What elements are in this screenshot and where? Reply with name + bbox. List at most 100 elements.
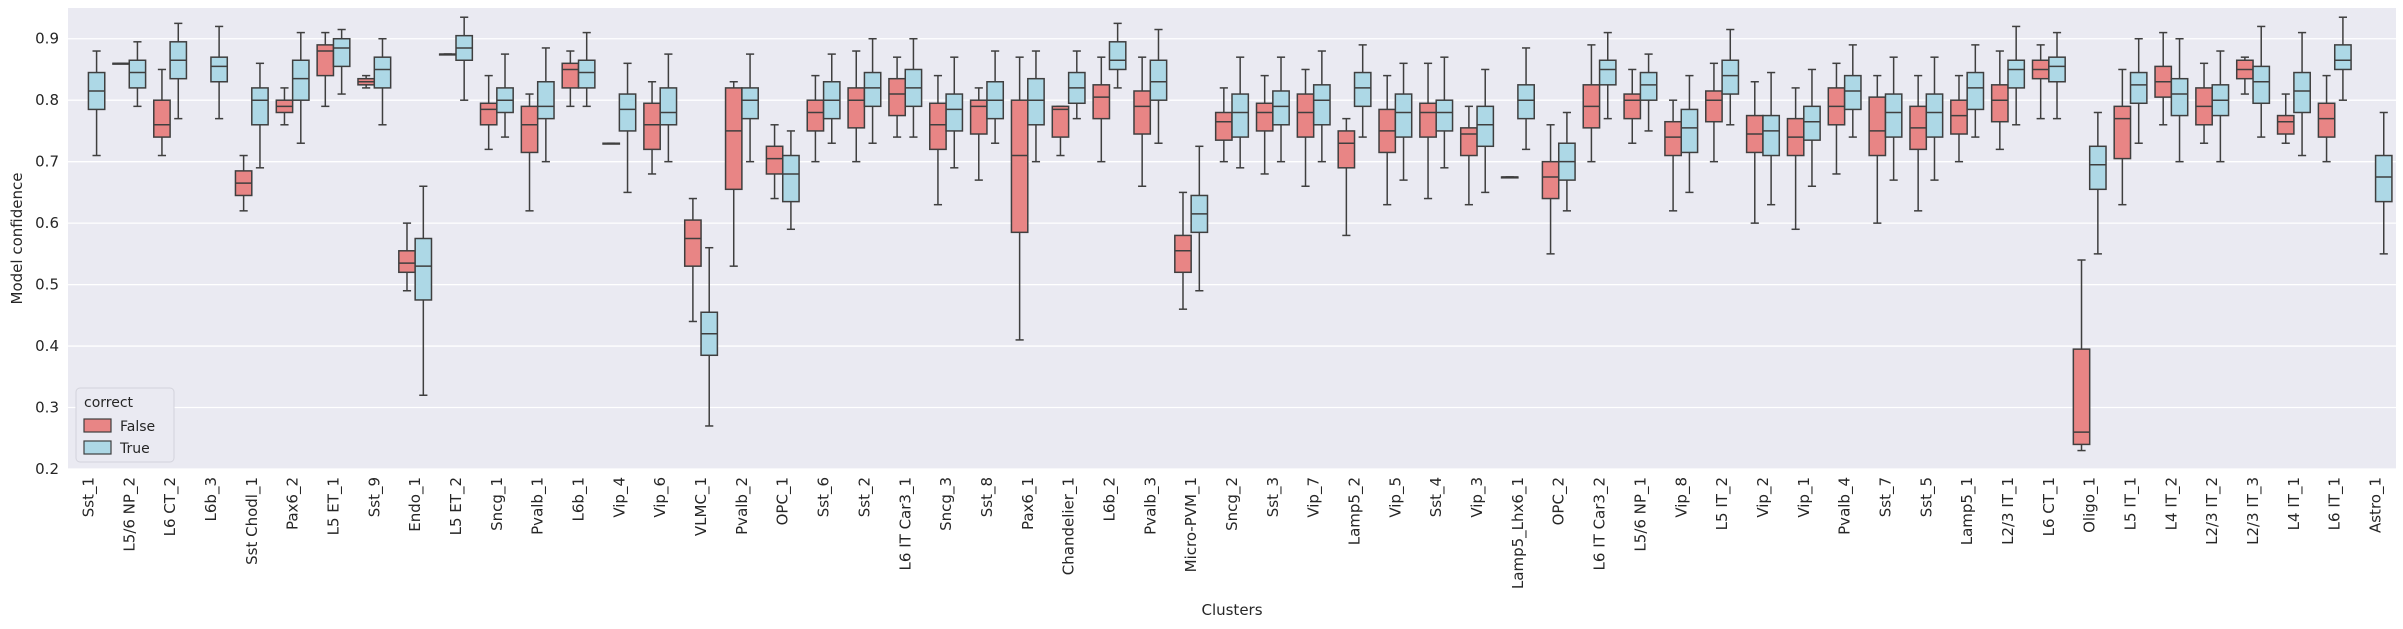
box: [2048, 31, 2066, 120]
box: [1051, 105, 1070, 157]
x-tick-label: Pax6_2: [284, 477, 303, 530]
box-iqr: [781, 154, 800, 203]
box: [455, 16, 474, 101]
x-tick-label: L6 IT Car3_2: [1591, 477, 1610, 570]
x-tick-label: Lamp5_2: [1346, 477, 1365, 545]
box-iqr: [1459, 127, 1478, 157]
box-iqr: [2048, 56, 2066, 83]
box: [945, 56, 964, 169]
box-iqr: [2276, 114, 2295, 135]
y-axis-label: Model confidence: [8, 173, 26, 305]
box-iqr: [210, 56, 229, 83]
box: [234, 154, 253, 212]
x-tick-label: Endo_1: [406, 477, 425, 532]
box-iqr: [2072, 348, 2091, 446]
box: [806, 74, 825, 163]
box: [251, 62, 269, 169]
box: [1868, 74, 1887, 224]
box-iqr: [520, 105, 539, 154]
box-iqr: [536, 81, 555, 120]
x-tick-label: Pvalb_2: [733, 477, 752, 535]
box: [373, 37, 392, 126]
box-iqr: [1966, 71, 1985, 111]
box: [2276, 93, 2295, 144]
box-iqr: [1108, 41, 1127, 71]
x-tick-label: Vip_4: [610, 477, 629, 518]
x-tick-label: Pvalb_4: [1836, 477, 1855, 535]
box-iqr: [2333, 44, 2352, 71]
box-iqr: [1010, 99, 1029, 234]
box-iqr: [398, 250, 416, 274]
x-axis-ticks: Sst_1 L5/6 NP_2 L6 CT_2 L6b_3 Sst Chodl_1 Pax…: [79, 477, 2385, 589]
box: [1296, 68, 1315, 188]
box: [291, 31, 310, 144]
box: [2113, 68, 2132, 206]
box-iqr: [1214, 111, 1233, 141]
box-iqr: [1762, 114, 1781, 157]
x-tick-label: Sncg_2: [1223, 477, 1242, 531]
box-iqr: [1092, 84, 1111, 120]
box: [986, 50, 1005, 144]
x-tick-label: Sst_2: [855, 477, 874, 517]
box-iqr: [1353, 71, 1372, 108]
box: [781, 130, 800, 231]
y-tick-label: 0.3: [35, 399, 59, 417]
box: [1843, 44, 1862, 138]
y-axis-ticks: 0.2 0.3 0.4 0.5 0.6 0.7 0.8 0.9: [35, 30, 59, 478]
x-tick-label: OPC_2: [1550, 477, 1569, 525]
box-iqr: [2293, 71, 2311, 114]
box: [1214, 87, 1233, 163]
box-iqr: [806, 99, 825, 132]
box: [741, 53, 759, 163]
box-iqr: [969, 99, 988, 135]
x-tick-label: Sst_8: [978, 477, 997, 517]
box-iqr: [153, 99, 171, 138]
box-iqr: [2317, 102, 2336, 138]
box: [1312, 50, 1331, 163]
box: [1966, 44, 1985, 138]
box-iqr: [1884, 93, 1903, 138]
x-tick-label: L2/3 IT_1: [1999, 477, 2018, 545]
x-tick-label: Sst_5: [1917, 477, 1936, 517]
box: [765, 124, 784, 200]
box: [1925, 56, 1944, 181]
box: [2170, 37, 2189, 163]
box-iqr: [847, 87, 866, 129]
x-tick-label: L4 IT_2: [2162, 477, 2181, 530]
x-axis-label: Clusters: [1201, 601, 1262, 619]
x-tick-label: L5 ET_1: [324, 477, 343, 535]
box-iqr: [659, 87, 678, 126]
x-tick-label: Vip_3: [1468, 477, 1487, 518]
box: [1394, 62, 1413, 181]
box-iqr: [2088, 145, 2107, 191]
box: [1623, 68, 1642, 144]
box: [863, 37, 882, 144]
box: [969, 87, 988, 181]
box: [1027, 50, 1045, 163]
x-tick-label: Vip_6: [651, 477, 670, 518]
box-iqr: [316, 44, 335, 77]
x-tick-label: L6b_1: [570, 477, 589, 521]
box: [2235, 56, 2254, 95]
box-iqr: [1312, 84, 1331, 126]
box-iqr: [643, 102, 661, 151]
box: [1541, 124, 1560, 255]
y-tick-label: 0.2: [35, 460, 59, 478]
box-iqr: [1925, 93, 1944, 138]
legend-swatch-true: [83, 440, 112, 455]
x-tick-label: L5/6 NP_1: [1631, 477, 1650, 552]
box: [1803, 68, 1821, 188]
box: [1500, 176, 1519, 179]
box: [1990, 50, 2009, 151]
legend-label-false: False: [120, 419, 155, 435]
box-iqr: [1051, 105, 1070, 138]
x-tick-label: Vip_8: [1672, 477, 1691, 518]
box: [87, 50, 106, 157]
x-tick-label: Sst_3: [1264, 477, 1283, 517]
box: [1010, 56, 1029, 341]
y-tick-label: 0.9: [35, 30, 59, 48]
box-iqr: [332, 37, 351, 68]
box-iqr: [1133, 90, 1152, 135]
box-iqr: [1149, 59, 1168, 101]
box: [536, 47, 555, 163]
